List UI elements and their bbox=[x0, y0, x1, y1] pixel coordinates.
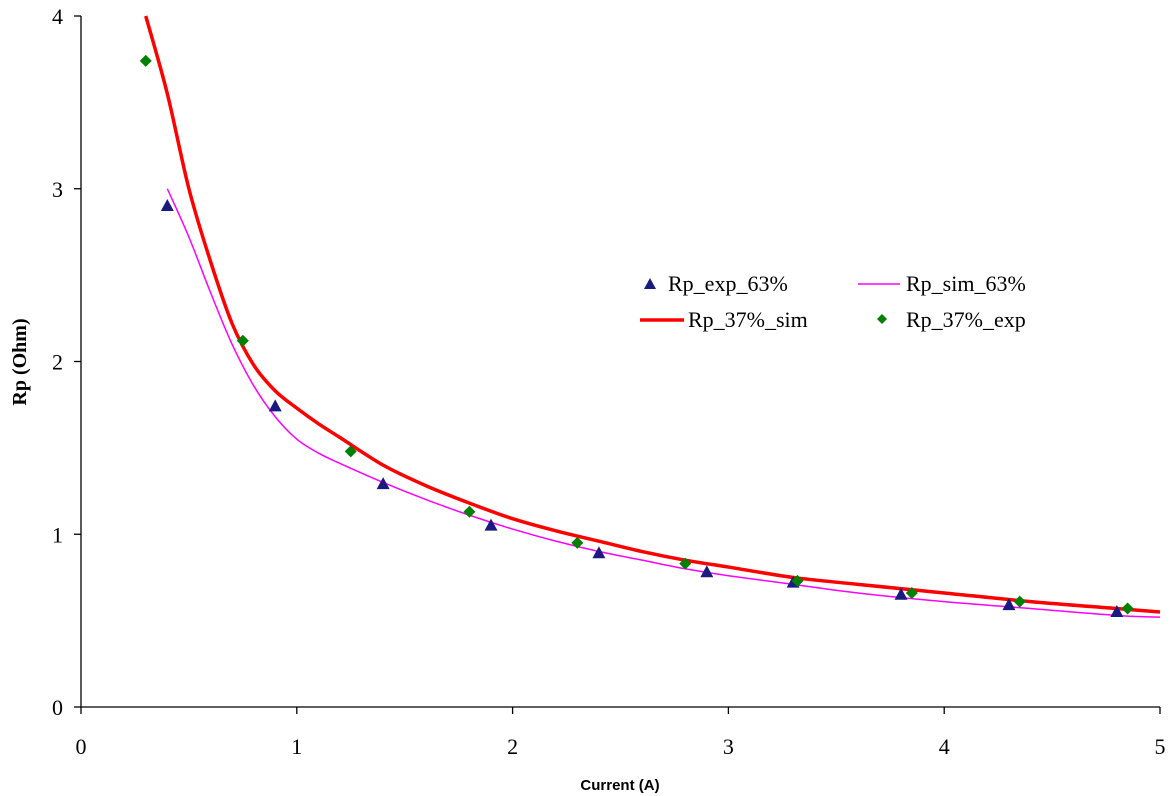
x-tick-label: 4 bbox=[939, 734, 950, 759]
triangle-data-point bbox=[592, 546, 606, 559]
legend-triangle-marker bbox=[644, 278, 656, 289]
legend-diamond-marker bbox=[877, 314, 887, 324]
diamond-data-point bbox=[139, 54, 152, 67]
diamond-data-point bbox=[344, 445, 357, 458]
legend-item-rp-exp-63: Rp_exp_63% bbox=[644, 271, 788, 296]
x-axis-label: Current (A) bbox=[580, 777, 659, 794]
diamond-data-point bbox=[1013, 595, 1026, 608]
series-line-2 bbox=[144, 15, 1161, 614]
legend-item-rp-37-exp: Rp_37%_exp bbox=[877, 307, 1026, 332]
y-axis-label: Rp (Ohm) bbox=[9, 318, 31, 405]
x-tick-label: 1 bbox=[291, 734, 302, 759]
plot-area: 0 1 2 3 4 5 0 1 2 3 4 bbox=[52, 4, 1166, 759]
legend-item-rp-37-sim: Rp_37%_sim bbox=[640, 307, 808, 332]
x-tick-label: 3 bbox=[723, 734, 734, 759]
x-tick-label: 2 bbox=[507, 734, 518, 759]
y-tick-label: 2 bbox=[52, 350, 63, 375]
triangle-data-point bbox=[1110, 604, 1124, 617]
legend-label: Rp_sim_63% bbox=[906, 271, 1026, 296]
y-tick-label: 4 bbox=[52, 4, 63, 29]
legend-item-rp-sim-63: Rp_sim_63% bbox=[858, 271, 1026, 296]
x-tick-label: 5 bbox=[1155, 734, 1166, 759]
y-tick-label: 0 bbox=[52, 695, 63, 720]
triangle-data-point bbox=[268, 399, 282, 412]
legend-label: Rp_37%_sim bbox=[688, 307, 808, 332]
triangle-data-point bbox=[376, 477, 390, 490]
ticks: 0 1 2 3 4 5 0 1 2 3 4 bbox=[52, 4, 1166, 759]
diamond-data-point bbox=[679, 557, 692, 570]
y-tick-label: 1 bbox=[52, 522, 63, 547]
diamond-data-point bbox=[463, 505, 476, 518]
legend-label: Rp_exp_63% bbox=[668, 271, 788, 296]
x-tick-label: 0 bbox=[76, 734, 87, 759]
triangle-data-point bbox=[160, 199, 174, 212]
diamond-data-point bbox=[571, 536, 584, 549]
diamond-data-point bbox=[1121, 602, 1134, 615]
series-markers bbox=[139, 54, 1134, 617]
diamond-data-point bbox=[791, 574, 804, 587]
series-line-1 bbox=[166, 188, 1161, 618]
triangle-data-point bbox=[894, 587, 908, 600]
diamond-data-point bbox=[236, 334, 249, 347]
diamond-data-point bbox=[905, 586, 918, 599]
triangle-data-point bbox=[1002, 598, 1016, 611]
legend-label: Rp_37%_exp bbox=[906, 307, 1026, 332]
triangle-data-point bbox=[700, 565, 714, 578]
legend: Rp_exp_63% Rp_sim_63% Rp_37%_sim Rp_37%_… bbox=[640, 271, 1026, 332]
triangle-data-point bbox=[484, 518, 498, 531]
y-tick-label: 3 bbox=[52, 177, 63, 202]
